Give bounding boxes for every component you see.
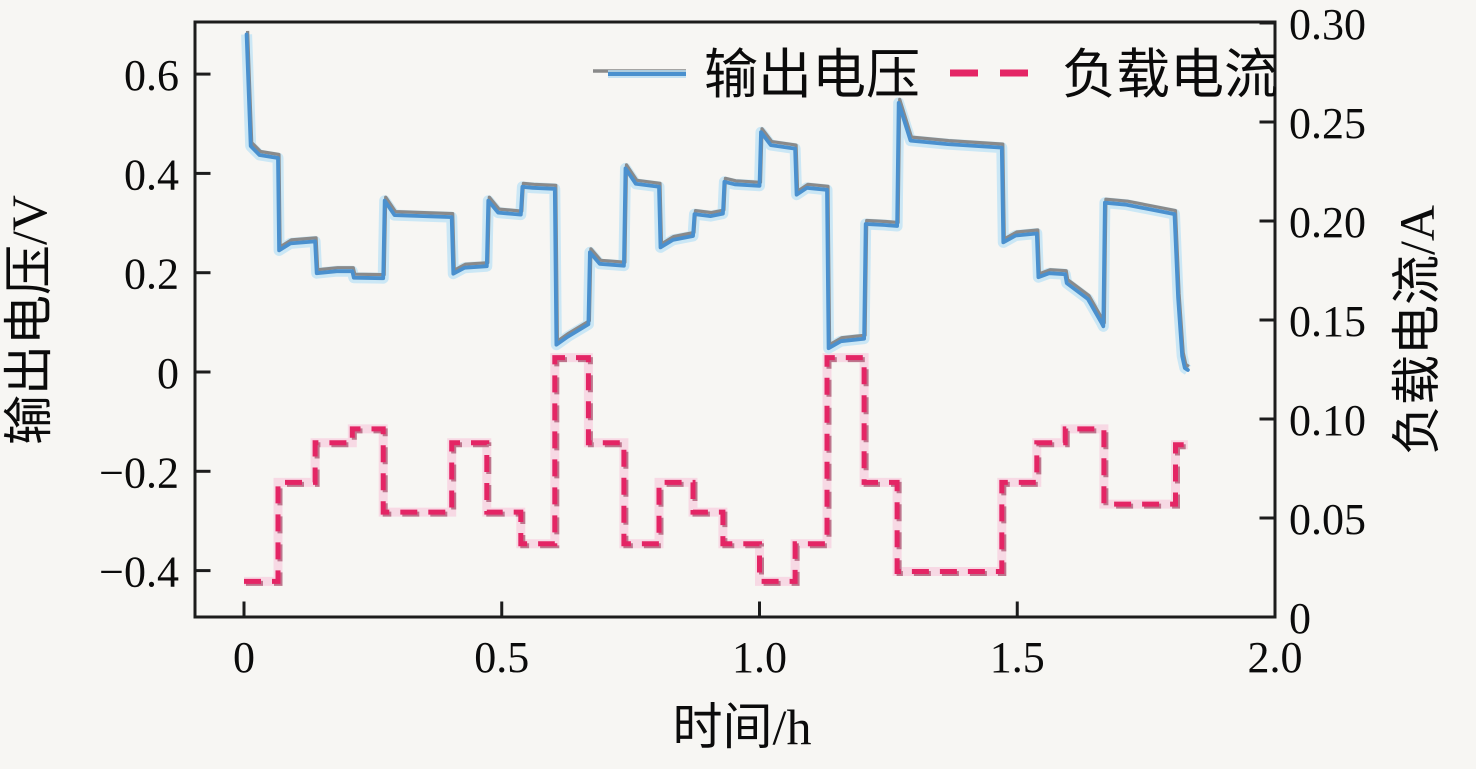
plot-area: 0 0.5 1.0 1.5 2.00.60.40.20−0.2−0.40.300.250…: [99, 0, 1366, 682]
left-y-tick-label: 0.4: [124, 150, 179, 199]
legend-label-current: 负载电流: [1062, 45, 1278, 105]
x-tick-label: 1.0: [732, 633, 787, 682]
right-y-tick-label: 0.25: [1289, 99, 1366, 148]
voltage-line-shadow: [246, 30, 1190, 368]
left-y-tick-label: −0.4: [99, 548, 179, 597]
legend-item-voltage: 输出电压: [593, 45, 920, 105]
left-y-tick-label: 0: [157, 349, 179, 398]
right-y-tick-label: 0.15: [1289, 297, 1366, 346]
x-tick-label: 0.5: [474, 633, 529, 682]
x-tick-label: 0: [233, 633, 255, 682]
voltage-legend-line-icon: [593, 69, 686, 78]
right-y-tick-label: 0.05: [1289, 495, 1366, 544]
x-tick-label: 2.0: [1248, 633, 1303, 682]
current-line: [244, 355, 1188, 584]
x-tick-label: 1.5: [990, 633, 1045, 682]
left-y-axis-title: 输出电压/V: [1, 195, 57, 445]
right-y-axis-title: 负载电流/A: [1389, 205, 1445, 455]
legend-label-voltage: 输出电压: [704, 45, 920, 105]
left-y-tick-label: 0.2: [124, 250, 179, 299]
voltage-line: [244, 32, 1190, 372]
axes-frame: [193, 20, 1277, 619]
right-y-tick-label: 0.30: [1289, 0, 1366, 49]
legend-item-current: 负载电流: [950, 45, 1278, 105]
right-y-tick-label: 0.20: [1289, 198, 1366, 247]
right-y-tick-label: 0: [1289, 594, 1311, 643]
current-line-halo: [244, 353, 1188, 586]
left-y-tick-label: −0.2: [99, 448, 179, 497]
right-y-tick-label: 0.10: [1289, 396, 1366, 445]
current-line-shadow: [246, 357, 1190, 586]
left-y-tick-label: 0.6: [124, 51, 179, 100]
x-axis-title: 时间/h: [673, 699, 812, 755]
legend: 输出电压 负载电流: [593, 45, 1278, 105]
